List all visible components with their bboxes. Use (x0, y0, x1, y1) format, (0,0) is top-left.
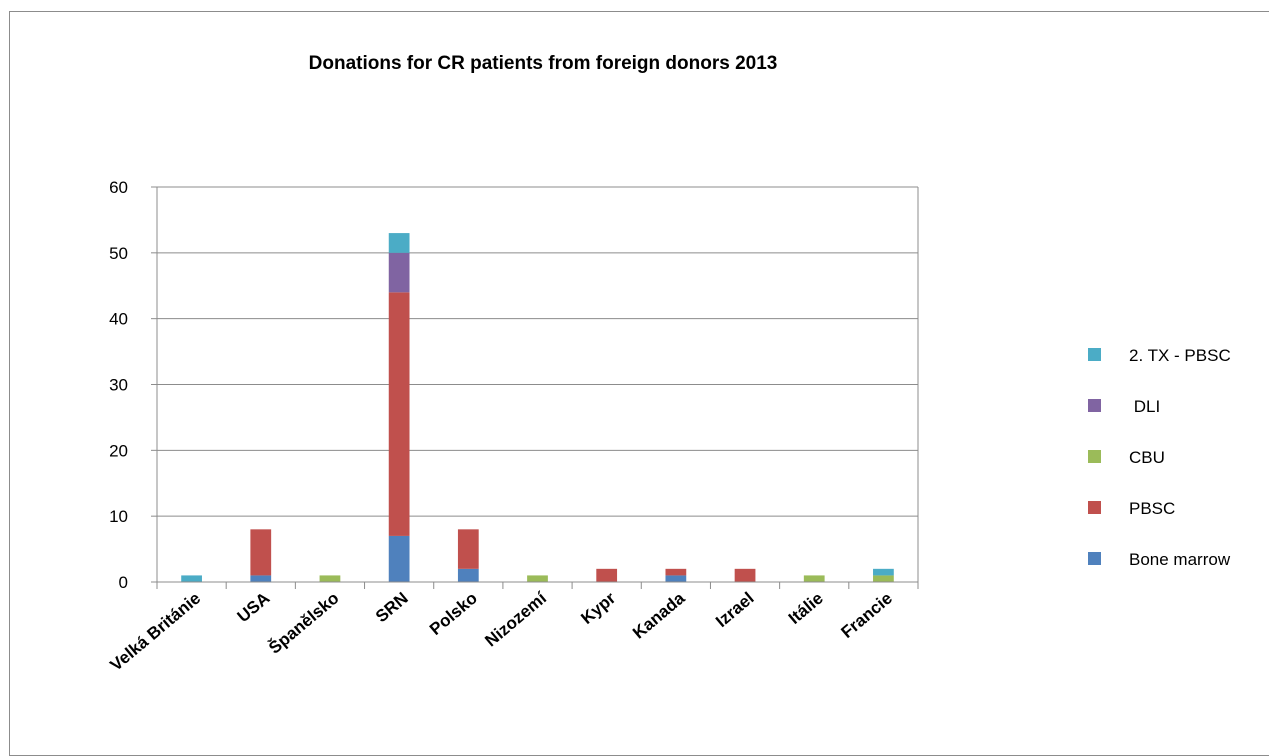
x-tick-label-spanelsko: Španělsko (265, 589, 342, 658)
gridlines (157, 186, 918, 517)
bar-srn-dli (388, 252, 410, 293)
bar-velka-britanie-2-tx-pbsc (181, 575, 202, 582)
bar-srn-pbsc (388, 292, 410, 536)
bar-polsko-bone-marrow (457, 568, 479, 582)
bar-polsko-pbsc (457, 529, 479, 569)
legend-label-bone-marrow: Bone marrow (1129, 550, 1231, 569)
y-tick-label-0: 0 (119, 573, 128, 592)
x-tick-label-srn: SRN (372, 589, 412, 627)
y-tick-labels: 0 10 20 30 40 50 60 (109, 178, 128, 592)
bar-usa-pbsc (250, 529, 272, 576)
y-tick-label-20: 20 (109, 441, 128, 460)
bar-usa-bone-marrow (250, 575, 272, 582)
bar-spanelsko-cbu (319, 575, 341, 582)
legend-swatch-pbsc (1088, 501, 1101, 514)
bars (181, 233, 894, 582)
bar-nizozemi-cbu (527, 575, 548, 582)
legend-swatch-cbu (1088, 450, 1101, 463)
axes (151, 186, 919, 589)
x-tick-label-velka-britanie: Velká Británie (107, 589, 205, 675)
bar-srn-bone-marrow (388, 535, 410, 582)
legend-label-2-tx-pbsc: 2. TX - PBSC (1129, 346, 1231, 365)
chart-frame (9, 11, 1269, 756)
x-tick-label-kanada: Kanada (629, 588, 689, 642)
x-tick-label-polsko: Polsko (426, 589, 481, 639)
legend-swatch-2-tx-pbsc (1088, 348, 1101, 361)
legend-label-pbsc: PBSC (1129, 499, 1175, 518)
x-tick-label-italie: Itálie (785, 589, 827, 628)
y-tick-label-60: 60 (109, 178, 128, 197)
bar-kypr-pbsc (596, 568, 618, 582)
legend-swatch-dli (1088, 399, 1101, 412)
legend-swatch-bone-marrow (1088, 552, 1101, 565)
bar-izrael-pbsc (734, 568, 756, 582)
legend: 2. TX - PBSC DLI CBU PBSC Bone marrow (1088, 346, 1231, 569)
bar-kanada-pbsc (665, 568, 687, 576)
bar-francie-cbu (873, 575, 894, 582)
legend-label-dli: DLI (1129, 397, 1160, 416)
legend-label-cbu: CBU (1129, 448, 1165, 467)
x-tick-label-kypr: Kypr (577, 588, 619, 628)
x-tick-label-francie: Francie (837, 589, 896, 642)
x-tick-label-nizozemi: Nizozemí (481, 588, 551, 651)
y-tick-label-50: 50 (109, 244, 128, 263)
y-tick-label-30: 30 (109, 376, 128, 395)
bar-francie-2-tx-pbsc (873, 568, 894, 576)
x-tick-label-izrael: Izrael (712, 589, 758, 632)
y-tick-label-10: 10 (109, 507, 128, 526)
x-tick-label-usa: USA (234, 589, 274, 627)
chart-title: Donations for CR patients from foreign d… (309, 53, 778, 74)
bar-srn-2-tx-pbsc (388, 233, 410, 253)
bar-kanada-bone-marrow (665, 575, 687, 582)
y-tick-label-40: 40 (109, 310, 128, 329)
bar-italie-cbu (803, 575, 825, 582)
